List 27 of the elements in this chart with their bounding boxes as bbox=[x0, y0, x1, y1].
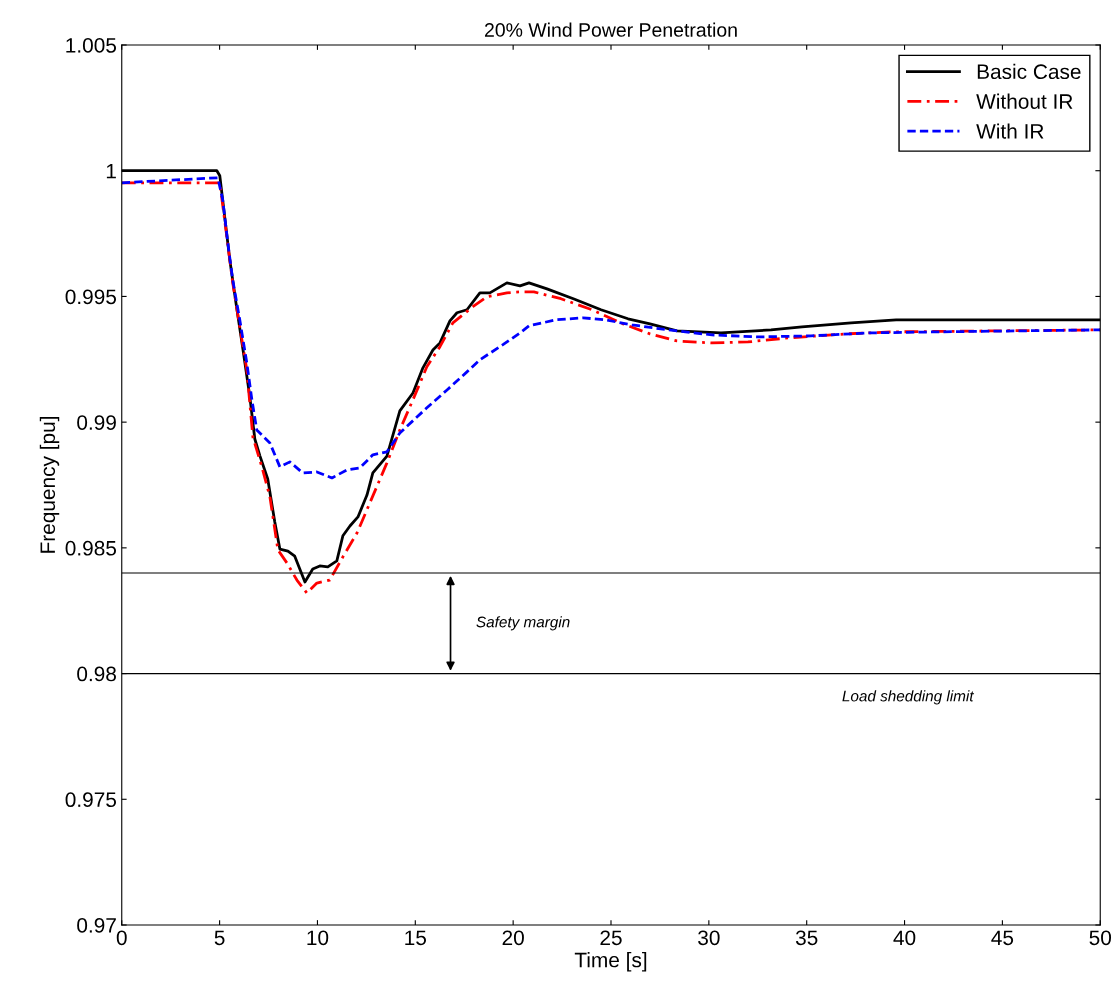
legend-label: Without IR bbox=[976, 93, 1073, 109]
x-tick-label: 0 bbox=[116, 930, 127, 946]
x-tick-label: 35 bbox=[795, 930, 818, 946]
x-tick-label: 15 bbox=[405, 930, 427, 946]
y-tick-label: 0.97 bbox=[77, 918, 116, 933]
y-tick-label: 1.005 bbox=[66, 38, 117, 53]
x-tick-label: 25 bbox=[600, 930, 622, 946]
annotation: Load shedding limit bbox=[842, 690, 975, 705]
x-tick-label: 5 bbox=[214, 930, 225, 946]
y-tick-label: 0.995 bbox=[65, 289, 117, 305]
x-tick-label: 20 bbox=[502, 930, 524, 946]
y-axis-title: Frequency [pu] bbox=[39, 417, 60, 553]
legend-label: Basic Case bbox=[977, 63, 1081, 80]
legend-label: With IR bbox=[976, 123, 1044, 139]
y-tick-label: 0.98 bbox=[77, 666, 116, 682]
y-tick-label: 0.985 bbox=[65, 540, 117, 556]
y-tick-label: 0.975 bbox=[65, 792, 117, 808]
x-axis-title: Time [s] bbox=[574, 952, 647, 972]
x-tick-label: 50 bbox=[1089, 930, 1112, 946]
x-tick-label: 10 bbox=[307, 930, 329, 946]
x-tick-label: 30 bbox=[698, 930, 720, 946]
chart-title: 20% Wind Power Penetration bbox=[484, 22, 737, 37]
annotation: Safety margin bbox=[476, 616, 570, 631]
x-tick-label: 40 bbox=[893, 930, 916, 946]
x-tick-label: 45 bbox=[991, 930, 1014, 946]
y-tick-label: 1 bbox=[106, 163, 116, 179]
y-tick-label: 0.99 bbox=[77, 415, 116, 430]
